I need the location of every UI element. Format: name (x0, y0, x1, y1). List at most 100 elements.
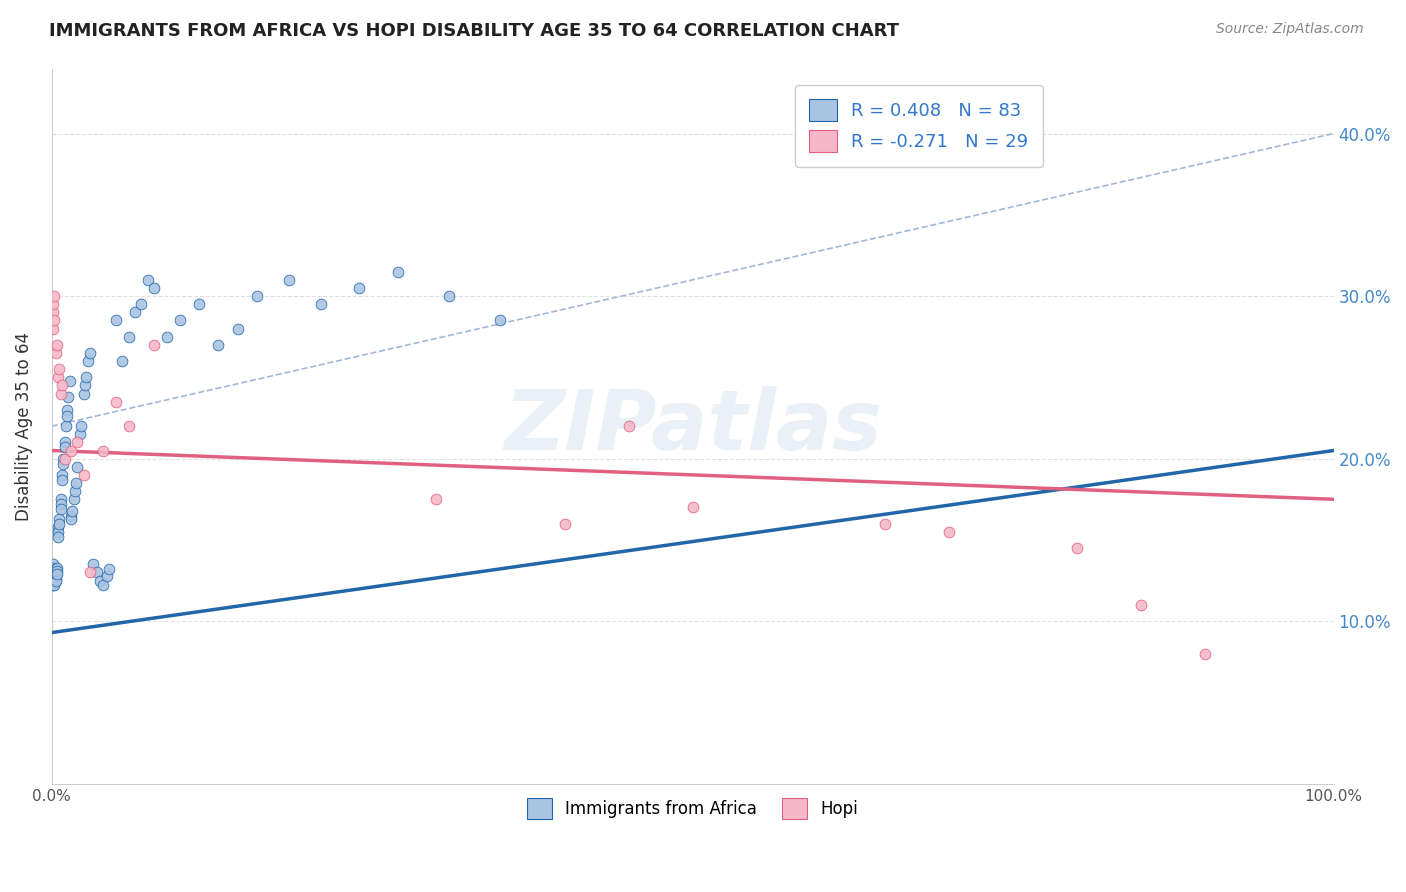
Point (48, 512, 70, 526)
Point (59, 512, 82, 526)
Point (45, 567, 67, 582)
Point (111, 354, 134, 368)
Point (387, 265, 409, 279)
Point (59, 374, 82, 388)
Point (75, 378, 97, 392)
Point (42, 566, 65, 580)
Point (79, 346, 101, 360)
Point (52, 457, 75, 471)
Point (46, 524, 69, 539)
Point (86, 566, 108, 580)
Point (156, 329, 179, 343)
Point (53, 435, 76, 450)
Point (246, 289, 269, 303)
Point (46, 520, 69, 534)
Point (56, 409, 79, 424)
Point (58, 390, 80, 404)
Text: IMMIGRANTS FROM AFRICA VS HOPI DISABILITY AGE 35 TO 64 CORRELATION CHART: IMMIGRANTS FROM AFRICA VS HOPI DISABILIT… (49, 22, 900, 40)
Point (44, 566, 66, 580)
Point (118, 329, 141, 343)
Point (44, 570, 66, 584)
Point (49, 502, 72, 516)
Point (45, 568, 67, 582)
Point (309, 297, 332, 311)
Point (46, 530, 69, 544)
Point (73, 467, 96, 482)
Point (79, 566, 101, 580)
Point (60, 503, 83, 517)
Point (143, 338, 166, 352)
Point (553, 516, 575, 531)
Point (55, 419, 77, 434)
Point (104, 313, 127, 327)
Point (45, 346, 67, 360)
Legend: Immigrants from Africa, Hopi: Immigrants from Africa, Hopi (520, 792, 865, 825)
Point (143, 281, 166, 295)
Point (277, 273, 299, 287)
Text: Source: ZipAtlas.com: Source: ZipAtlas.com (1216, 22, 1364, 37)
Point (437, 289, 460, 303)
Point (76, 354, 98, 368)
Point (75, 370, 97, 384)
Point (44, 568, 66, 582)
Point (44, 576, 66, 591)
Point (48, 516, 70, 531)
Point (56, 402, 79, 417)
Point (682, 500, 704, 515)
Point (91, 578, 114, 592)
Point (52, 451, 75, 466)
Point (1130, 598, 1153, 612)
Point (425, 492, 447, 507)
Point (42, 558, 65, 572)
Point (45, 572, 67, 586)
Point (44, 578, 66, 592)
Point (96, 568, 118, 582)
Point (42, 578, 65, 592)
Point (42, 305, 65, 319)
Point (118, 419, 141, 434)
Point (45, 560, 67, 574)
Point (44, 313, 66, 327)
Point (42, 564, 65, 578)
Point (65, 476, 87, 491)
Point (63, 484, 86, 499)
Point (617, 419, 640, 434)
Point (98, 562, 121, 576)
Point (44, 574, 66, 588)
Point (48, 362, 70, 376)
Point (45, 338, 67, 352)
Point (45, 564, 67, 578)
Point (124, 305, 146, 319)
Point (51, 473, 73, 487)
Point (82, 558, 104, 572)
Point (59, 443, 82, 458)
Point (45, 574, 67, 588)
Point (91, 443, 114, 458)
Y-axis label: Disability Age 35 to 64: Disability Age 35 to 64 (15, 332, 32, 521)
Point (49, 386, 72, 401)
Text: ZIPatlas: ZIPatlas (503, 385, 882, 467)
Point (207, 338, 229, 352)
Point (53, 451, 76, 466)
Point (1066, 541, 1088, 555)
Point (62, 492, 84, 507)
Point (489, 313, 512, 327)
Point (188, 297, 211, 311)
Point (42, 568, 65, 582)
Point (59, 508, 82, 523)
Point (873, 516, 896, 531)
Point (89, 574, 111, 588)
Point (131, 297, 153, 311)
Point (44, 575, 66, 590)
Point (45, 566, 67, 580)
Point (42, 576, 65, 591)
Point (66, 435, 89, 450)
Point (42, 574, 65, 588)
Point (1194, 647, 1216, 661)
Point (53, 440, 76, 454)
Point (42, 570, 65, 584)
Point (70, 419, 93, 434)
Point (45, 562, 67, 576)
Point (169, 313, 191, 327)
Point (349, 281, 371, 295)
